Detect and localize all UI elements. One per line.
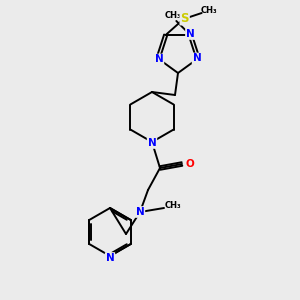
Text: N: N: [193, 53, 201, 64]
Text: N: N: [148, 138, 156, 148]
Text: S: S: [180, 11, 189, 25]
Text: N: N: [186, 29, 195, 39]
Text: CH₃: CH₃: [165, 11, 182, 20]
Text: O: O: [186, 159, 194, 169]
Text: CH₃: CH₃: [165, 200, 181, 209]
Text: N: N: [136, 207, 144, 217]
Text: CH₃: CH₃: [200, 5, 217, 14]
Text: N: N: [106, 253, 114, 263]
Text: N: N: [155, 55, 164, 64]
